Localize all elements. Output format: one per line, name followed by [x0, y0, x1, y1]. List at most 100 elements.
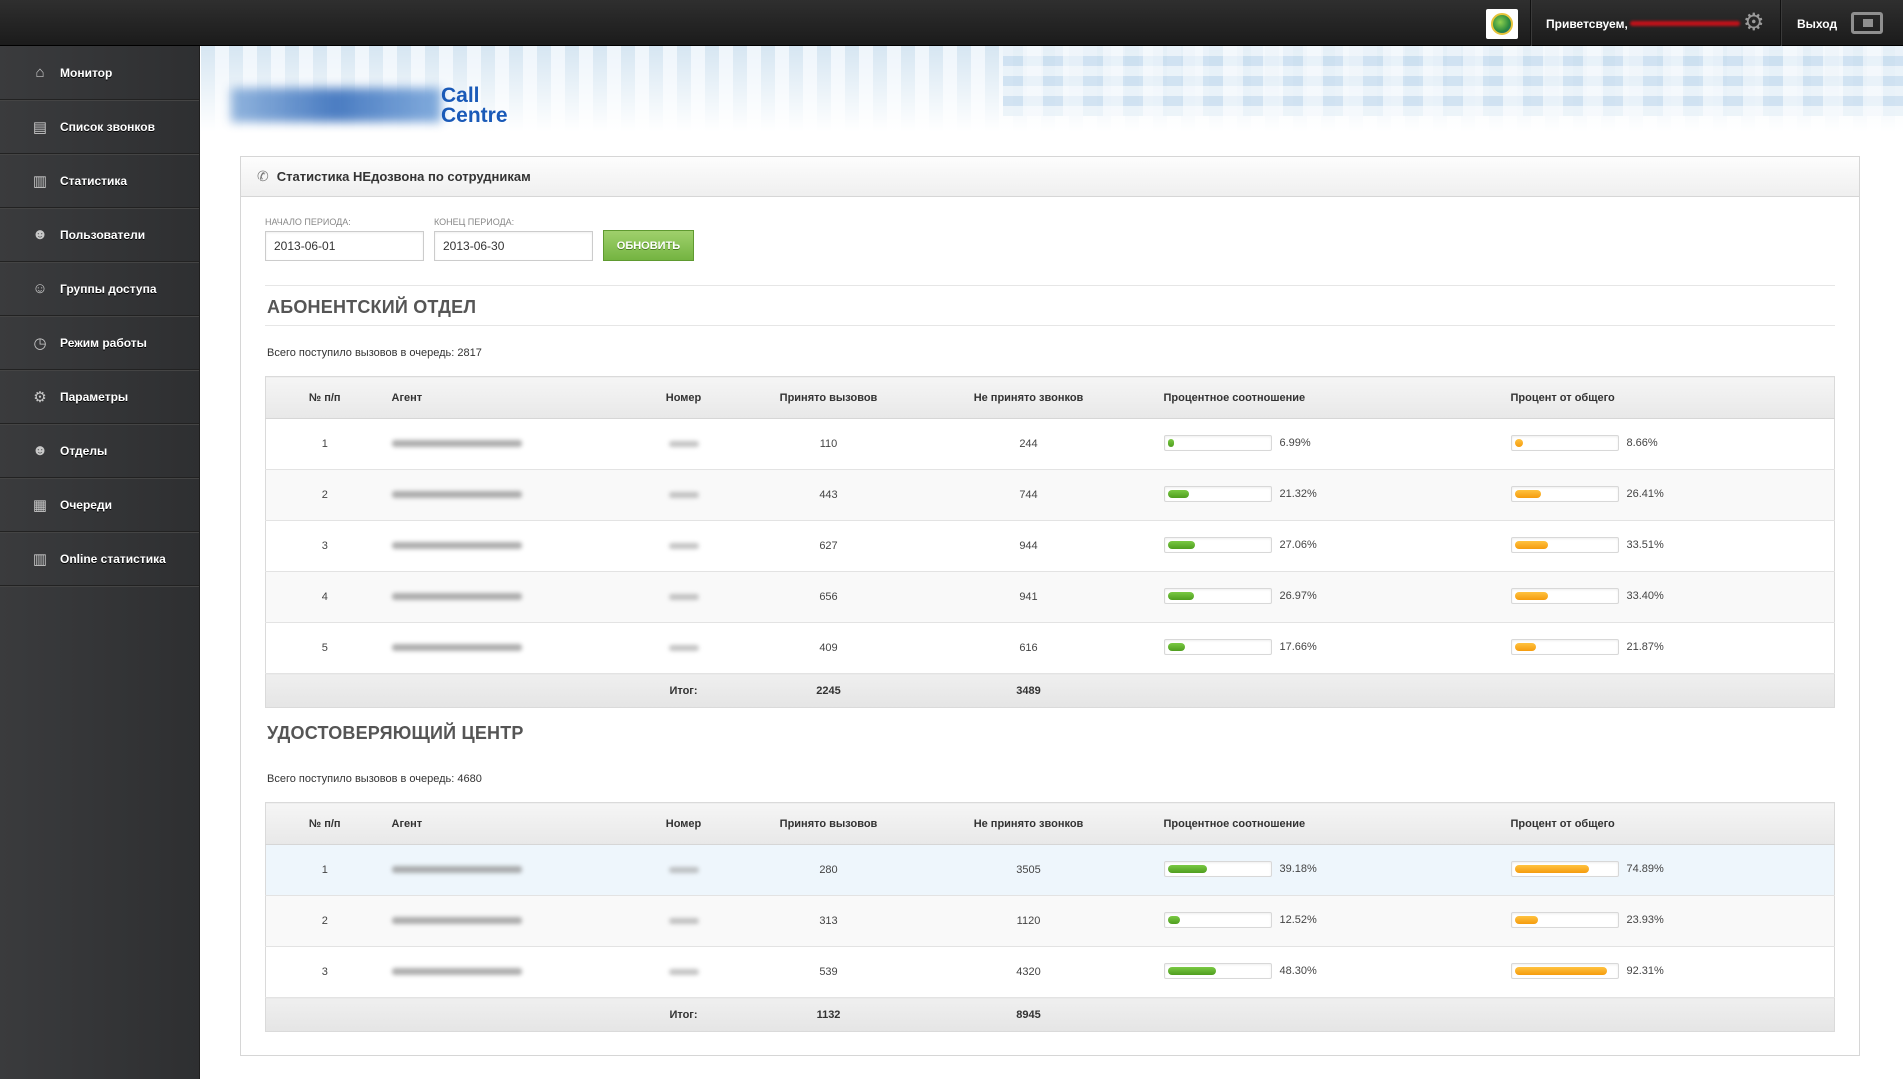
sidebar-item-users[interactable]: ☻ Пользователи [0, 208, 199, 262]
sidebar-item-queues[interactable]: ▦ Очереди [0, 478, 199, 532]
sidebar-item-label: Режим работы [60, 335, 147, 350]
panel-header: ✆ Статистика НЕдозвона по сотрудникам [241, 157, 1859, 197]
sidebar-item-label: Отделы [60, 443, 108, 458]
agent-phone-redacted [633, 418, 734, 470]
sidebar-item-calls[interactable]: ▤ Список звонков [0, 100, 199, 154]
settings-gear-icon[interactable]: ⚙ [1743, 9, 1765, 36]
sidebar-item-monitor[interactable]: ⌂ Монитор [0, 46, 199, 100]
agent-name-redacted [383, 844, 634, 896]
accepted-count: 539 [733, 946, 924, 998]
ratio-progress-bar [1163, 911, 1272, 928]
pct-value: 33.51% [1626, 538, 1664, 551]
sidebar-item-label: Параметры [60, 389, 129, 404]
app-logo-icon [1486, 9, 1518, 39]
agent-phone-redacted [633, 571, 734, 623]
sidebar-item-label: Online статистика [60, 551, 166, 566]
col-missed: Не принято звонков [923, 376, 1134, 419]
stats-table: № п/п Агент Номер Принято вызовов Не при… [265, 802, 1835, 1032]
sidebar-item-online-stats[interactable]: ▥ Online статистика [0, 532, 199, 586]
sidebar-item-label: Список звонков [60, 119, 155, 134]
missed-count: 4320 [923, 946, 1134, 998]
queue-total-text: Всего поступило вызовов в очередь: 4680 [267, 773, 482, 785]
agent-phone-redacted [633, 946, 734, 998]
progress-fill [1167, 540, 1195, 549]
ratio-value: 6.99% [1279, 436, 1311, 449]
sidebar-item-access-groups[interactable]: ☺ Группы доступа [0, 262, 199, 316]
accepted-count: 409 [733, 622, 924, 674]
ratio-cell: 48.30% [1133, 946, 1484, 998]
greeting-text: Приветсвуем, [1546, 17, 1628, 31]
agent-phone-redacted [633, 469, 734, 521]
ratio-cell: 21.32% [1133, 469, 1484, 521]
table-row: 1 280 3505 39.18% 74.89% [265, 844, 1835, 896]
sidebar-item-departments[interactable]: ☻ Отделы [0, 424, 199, 478]
agent-name-redacted [383, 622, 634, 674]
sidebar-item-work-mode[interactable]: ◷ Режим работы [0, 316, 199, 370]
pct-value: 33.40% [1626, 589, 1664, 602]
sidebar-item-label: Группы доступа [60, 281, 157, 296]
progress-fill [1167, 489, 1189, 498]
users-icon: ☻ [32, 226, 48, 243]
accepted-count: 443 [733, 469, 924, 521]
missed-count: 1120 [923, 895, 1134, 947]
divider [1780, 0, 1781, 46]
department-title: УДОСТОВЕРЯЮЩИЙ ЦЕНТР [267, 723, 524, 743]
update-button[interactable]: ОБНОВИТЬ [603, 230, 694, 261]
department-icon: ☻ [32, 442, 48, 459]
bar-chart-icon: ▥ [32, 550, 48, 568]
col-agent: Агент [383, 376, 634, 419]
missed-count: 941 [923, 571, 1134, 623]
ratio-progress-bar [1163, 860, 1272, 877]
pct-progress-bar [1510, 587, 1619, 604]
table-row: 1 110 244 6.99% 8.66% [265, 418, 1835, 470]
department-title: АБОНЕНТСКИЙ ОТДЕЛ [267, 297, 477, 317]
pct-progress-bar [1510, 638, 1619, 655]
sidebar-item-label: Очереди [60, 497, 112, 512]
accepted-count: 313 [733, 895, 924, 947]
end-date-input[interactable] [434, 231, 593, 261]
table-total-row: Итог: 2245 3489 [265, 673, 1835, 708]
ratio-cell: 39.18% [1133, 844, 1484, 896]
logout-link[interactable]: Выход [1797, 17, 1838, 31]
report-panel: ✆ Статистика НЕдозвона по сотрудникам НА… [240, 156, 1860, 1056]
table-total-row: Итог: 1132 8945 [265, 997, 1835, 1032]
col-ratio: Процентное соотношение [1133, 376, 1484, 419]
pct-value: 74.89% [1626, 862, 1664, 875]
table-row: 4 656 941 26.97% 33.40% [265, 571, 1835, 623]
ratio-cell: 26.97% [1133, 571, 1484, 623]
missed-count: 944 [923, 520, 1134, 572]
ratio-progress-bar [1163, 587, 1272, 604]
col-missed: Не принято звонков [923, 802, 1134, 845]
progress-fill [1167, 864, 1207, 873]
missed-count: 3505 [923, 844, 1134, 896]
missed-count: 616 [923, 622, 1134, 674]
logout-icon[interactable] [1851, 12, 1883, 34]
progress-fill [1514, 540, 1548, 549]
clock-icon: ◷ [33, 334, 47, 352]
row-num: 1 [265, 844, 384, 896]
agent-phone-redacted [633, 844, 734, 896]
pct-progress-bar [1510, 434, 1619, 451]
progress-fill [1514, 915, 1539, 924]
brand-title: Call Centre [441, 85, 508, 126]
table-row: 2 313 1120 12.52% 23.93% [265, 895, 1835, 947]
divider [265, 325, 1835, 326]
accepted-count: 110 [733, 418, 924, 470]
ratio-cell: 17.66% [1133, 622, 1484, 674]
ratio-progress-bar [1163, 485, 1272, 502]
accepted-count: 627 [733, 520, 924, 572]
ratio-value: 39.18% [1279, 862, 1317, 875]
pct-value: 8.66% [1626, 436, 1658, 449]
sidebar-item-parameters[interactable]: ⚙ Параметры [0, 370, 199, 424]
panel-title: Статистика НЕдозвона по сотрудникам [276, 169, 531, 184]
sidebar-item-statistics[interactable]: ▥ Статистика [0, 154, 199, 208]
col-pct-total: Процент от общего [1483, 802, 1835, 845]
progress-fill [1167, 915, 1181, 924]
pct-progress-bar [1510, 911, 1619, 928]
pct-progress-bar [1510, 485, 1619, 502]
start-date-input[interactable] [265, 231, 424, 261]
ratio-value: 26.97% [1279, 589, 1317, 602]
missed-count: 744 [923, 469, 1134, 521]
col-num: № п/п [265, 802, 384, 845]
table-icon: ▦ [32, 496, 48, 514]
